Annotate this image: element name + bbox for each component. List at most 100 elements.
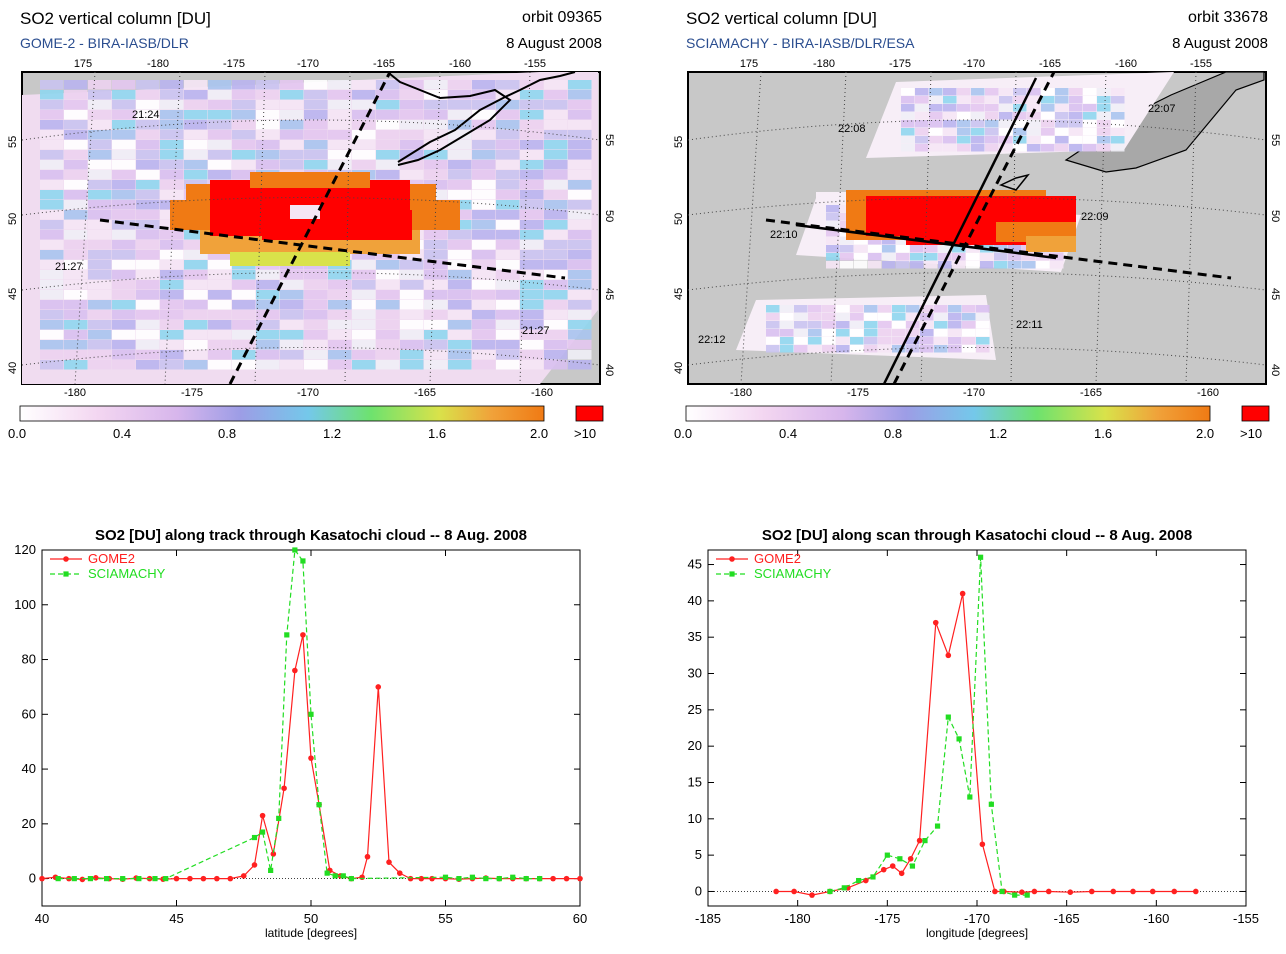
swath-cell [136,210,160,220]
data-point [1012,892,1018,898]
swath-cell [328,320,352,330]
data-point [959,590,966,597]
data-point [870,874,876,880]
swath-cell [160,340,184,350]
swath-cell [376,290,400,300]
data-point [550,875,556,882]
swath-cell [112,110,136,120]
lon-tick: -170 [963,58,985,70]
swath-cell [568,110,592,120]
swath-cell [280,110,304,120]
swath-cell [160,100,184,110]
lon-tick: 175 [74,58,92,70]
swath-cell [424,90,448,100]
data-point [120,876,126,882]
swath-cell [1008,245,1022,253]
data-point [1067,889,1074,895]
swath-cell [520,350,544,360]
swath-cell [88,80,112,90]
data-point [483,876,489,882]
y-tick-label: 60 [22,706,36,721]
swath-cell [472,360,496,370]
swath-cell [854,237,868,245]
swath-cell [901,104,915,112]
swath-cell [88,320,112,330]
swath-cell [232,150,256,160]
lon-tick: -180 [64,387,86,399]
chart-title: SO2 [DU] along track through Kasatochi c… [95,527,527,544]
swath-cell [496,160,520,170]
swath-cell [112,280,136,290]
swath-cell [910,261,924,269]
swath-cell [808,313,822,321]
swath-cell [376,360,400,370]
data-point [537,876,543,882]
swath-cell [160,180,184,190]
swath-cell [232,120,256,130]
swath-cell [1022,261,1036,269]
swath-cell [906,337,920,345]
swath-cell [892,313,906,321]
data-point [136,876,142,882]
data-point [200,875,207,882]
swath-cell [160,130,184,140]
swath-cell [994,253,1008,261]
swath-cell [88,190,112,200]
data-point [227,875,234,882]
swath-cell [920,305,934,313]
swath-cell [304,80,328,90]
swath-cell [232,300,256,310]
swath-cell [64,110,88,120]
chart-along-scan: SO2 [DU] along scan through Kasatochi cl… [688,527,1259,940]
swath-cell [64,280,88,290]
swath-cell [924,261,938,269]
swath-cell [328,310,352,320]
swath-cell [424,330,448,340]
swath-cell [136,350,160,360]
swath-cell [112,330,136,340]
swath-cell [999,128,1013,136]
swath-cell [112,210,136,220]
colorbar-over [1241,405,1270,422]
swath-cell [496,290,520,300]
swath-cell [88,310,112,320]
swath-cell [1013,128,1027,136]
along-track-line [892,71,1056,385]
swath-cell [160,90,184,100]
swath-cell [40,150,64,160]
data-point [359,874,365,881]
swath-cell [496,230,520,240]
lat-tick: 50 [603,210,615,222]
swath-cell [472,180,496,190]
swath-cell [424,130,448,140]
swath-cell [88,170,112,180]
swath-cell [64,100,88,110]
lat-tick: 55 [603,134,615,146]
swath-cell [256,320,280,330]
data-point [270,851,277,857]
swath-cell [1097,88,1111,96]
swath-cell [496,310,520,320]
swath-cell [1097,144,1111,152]
swath-cell [160,140,184,150]
swath-cell [256,300,280,310]
swath-cell [40,320,64,330]
plume-cell [816,192,846,204]
swath-cell [400,150,424,160]
swath-cells [766,88,1125,353]
map-date: 8 August 2008 [1172,35,1268,52]
swath-cell [976,305,990,313]
lat-tick: 45 [1269,288,1281,300]
swath-cell [184,100,208,110]
swath-cell [328,100,352,110]
swath-cell [957,88,971,96]
data-point [979,841,986,848]
time-label: 21:24 [132,109,160,121]
swath-cell [88,340,112,350]
swath-cell [448,170,472,180]
swath-cell [910,245,924,253]
swath-cell [424,110,448,120]
swath-cell [64,160,88,170]
swath-cell [448,310,472,320]
swath-cell [376,260,400,270]
